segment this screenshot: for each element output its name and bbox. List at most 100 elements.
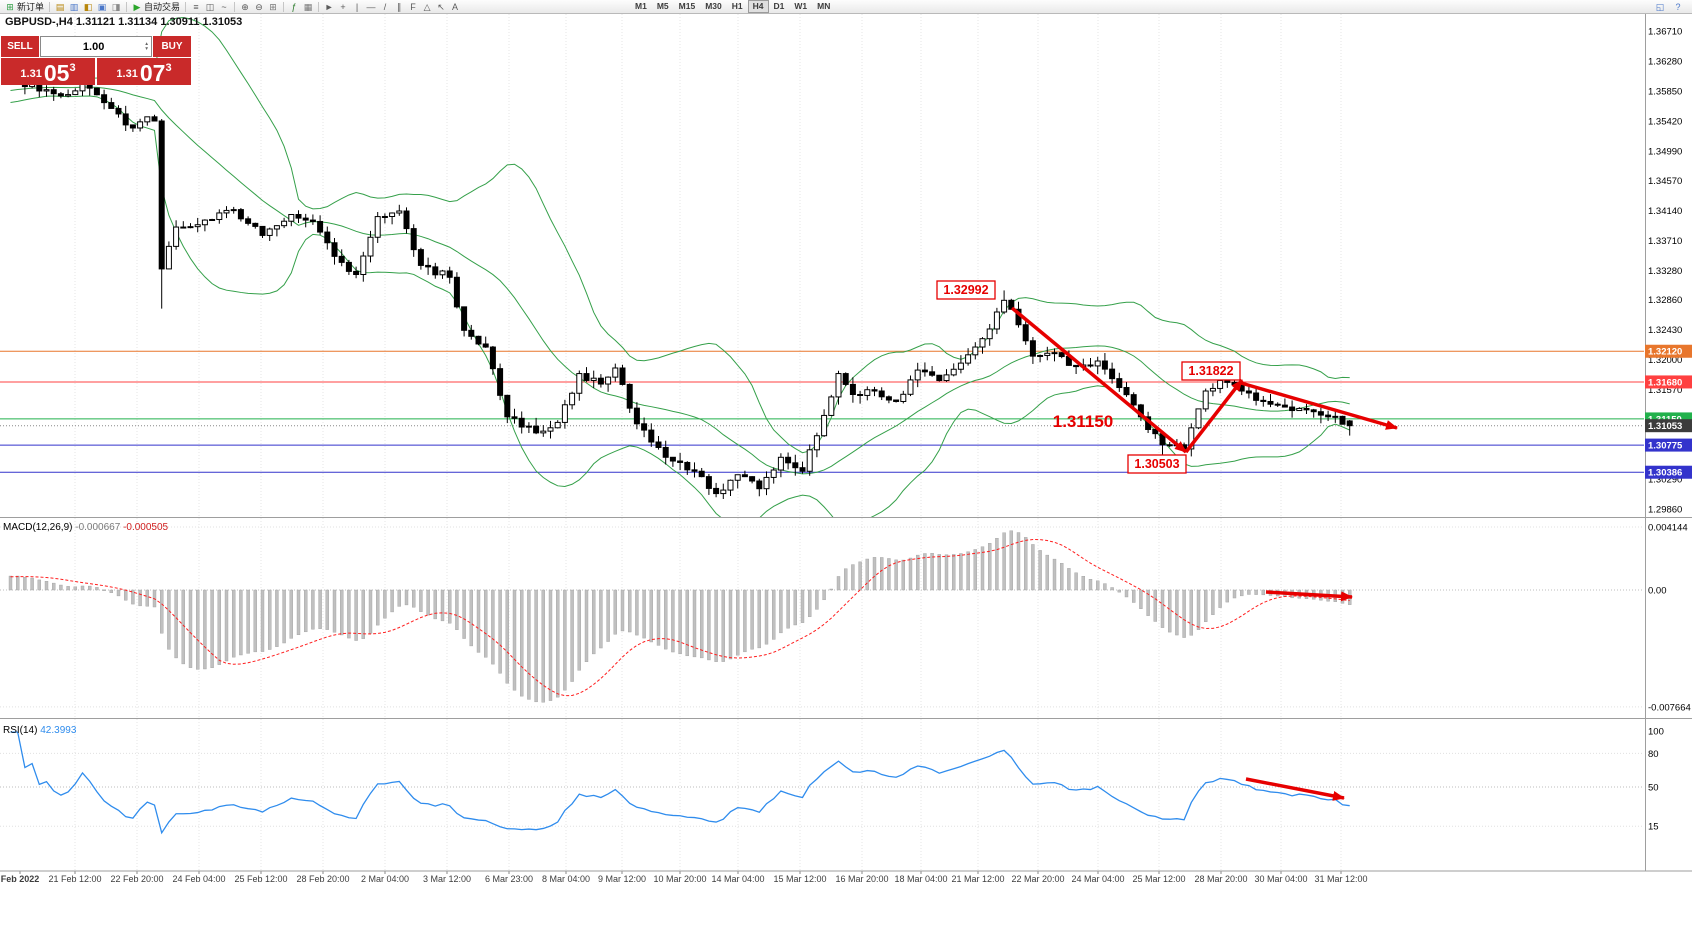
navigator-icon: ◧ bbox=[83, 1, 93, 12]
template-icon[interactable]: ▦ bbox=[301, 1, 315, 13]
zoom-out-icon: ⊖ bbox=[255, 1, 263, 12]
line-chart-icon[interactable]: ~ bbox=[217, 1, 231, 13]
vertical-line-icon[interactable]: | bbox=[350, 1, 364, 13]
text-label-icon[interactable]: A bbox=[448, 1, 462, 13]
annotations[interactable]: 1.32992 1.31822 1.30503 1.31150 bbox=[936, 280, 1398, 801]
macd-panel bbox=[0, 526, 1644, 708]
price-tag bbox=[1645, 419, 1692, 433]
sell-price-button[interactable]: 1.31 05 3 bbox=[1, 58, 95, 85]
volume-up-icon[interactable]: ▴ bbox=[145, 40, 148, 47]
time-label: 15 Mar 12:00 bbox=[773, 874, 826, 884]
svg-text:1.34570: 1.34570 bbox=[1648, 176, 1682, 187]
time-label: 2 Mar 04:00 bbox=[361, 874, 409, 884]
time-label: 22 Feb 20:00 bbox=[110, 874, 163, 884]
vertical-grid bbox=[19, 14, 1342, 874]
time-label: 16 Mar 20:00 bbox=[835, 874, 888, 884]
svg-text:1.30386: 1.30386 bbox=[1648, 468, 1682, 479]
svg-text:1.33280: 1.33280 bbox=[1648, 266, 1682, 277]
indicators-icon[interactable]: ƒ bbox=[287, 1, 301, 13]
price-annotation: 1.31822 bbox=[1188, 364, 1233, 378]
price-annotation: 1.32992 bbox=[943, 283, 988, 297]
volume-field[interactable]: 1.00 ▴ ▾ bbox=[40, 36, 152, 57]
svg-text:1.35850: 1.35850 bbox=[1648, 87, 1682, 98]
indicator-headers: MACD(12,26,9) -0.000667 -0.000505 RSI(14)… bbox=[3, 522, 169, 736]
timeframe-m15[interactable]: M15 bbox=[678, 1, 696, 11]
time-label: 22 Mar 20:00 bbox=[1011, 874, 1064, 884]
terminal-icon[interactable]: ▣ bbox=[95, 1, 109, 13]
timeframe-m1[interactable]: M1 bbox=[635, 1, 647, 11]
autotrade-button[interactable]: ▶ 自动交易 bbox=[130, 1, 182, 13]
cursor-icon[interactable]: ► bbox=[322, 1, 336, 13]
zoom-in-icon: ⊕ bbox=[241, 1, 249, 12]
timeframe-m30[interactable]: M30 bbox=[705, 1, 722, 11]
time-label: 3 Mar 12:00 bbox=[423, 874, 471, 884]
price-scale[interactable]: 1.36710 1.36280 1.35850 1.35420 1.34990 1.345… bbox=[1645, 27, 1692, 833]
new-order-button[interactable]: ⊞ 新订单 bbox=[3, 1, 46, 13]
sell-button[interactable]: SELL bbox=[1, 36, 39, 57]
volume-stepper[interactable]: ▴ ▾ bbox=[145, 40, 148, 52]
shapes-icon[interactable]: △ bbox=[420, 1, 434, 13]
strategy-tester-icon[interactable]: ◨ bbox=[109, 1, 123, 13]
chart-window-icon[interactable]: ◱ bbox=[1653, 1, 1667, 13]
toolbar-right: ◱? bbox=[1653, 1, 1689, 13]
trendline-icon[interactable]: / bbox=[378, 1, 392, 13]
horizontal-line-icon[interactable]: — bbox=[364, 1, 378, 13]
price-annotation: 1.30503 bbox=[1134, 457, 1179, 471]
timeframe-h4[interactable]: H4 bbox=[747, 0, 769, 13]
time-label: 28 Mar 20:00 bbox=[1194, 874, 1247, 884]
indicators-icon: ƒ bbox=[291, 1, 297, 12]
time-axis[interactable]: Feb 2022 21 Feb 12:00 22 Feb 20:00 24 Feb 0… bbox=[1, 874, 1368, 884]
zoom-out-icon[interactable]: ⊖ bbox=[252, 1, 266, 13]
trend-arrow bbox=[1010, 306, 1188, 454]
sell-price-small: 1.31 bbox=[20, 68, 42, 80]
candlestick-chart-icon[interactable]: ◫ bbox=[203, 1, 217, 13]
arrows-icon[interactable]: ↖ bbox=[434, 1, 448, 13]
volume-value: 1.00 bbox=[82, 40, 105, 53]
navigator-icon[interactable]: ◧ bbox=[81, 1, 95, 13]
sell-price-sup: 3 bbox=[69, 62, 76, 74]
data-window-icon[interactable]: ▥ bbox=[67, 1, 81, 13]
strategy-tester-icon: ◨ bbox=[111, 1, 121, 12]
main-pan​el bbox=[0, 17, 1644, 517]
line-chart-icon: ~ bbox=[221, 1, 227, 12]
channel-icon[interactable]: ∥ bbox=[392, 1, 406, 13]
crosshair-icon: + bbox=[340, 1, 346, 12]
time-label: 25 Feb 12:00 bbox=[234, 874, 287, 884]
rsi-line bbox=[10, 731, 1350, 835]
timeframe-m5[interactable]: M5 bbox=[656, 1, 669, 11]
zoom-in-icon[interactable]: ⊕ bbox=[238, 1, 252, 13]
svg-text:1.36280: 1.36280 bbox=[1648, 57, 1682, 68]
autotrade-button-icon: ▶ bbox=[133, 1, 141, 12]
bar-chart-icon[interactable]: ≡ bbox=[189, 1, 203, 13]
time-label: 25 Mar 12:00 bbox=[1132, 874, 1185, 884]
timeframe-w1[interactable]: W1 bbox=[794, 1, 808, 11]
svg-text:1.31570: 1.31570 bbox=[1648, 385, 1682, 396]
toolbar-separator bbox=[49, 1, 51, 12]
buy-price-big: 07 bbox=[139, 60, 166, 86]
help-icon: ? bbox=[1675, 1, 1681, 12]
svg-text:1.30775: 1.30775 bbox=[1648, 441, 1683, 452]
tile-windows-icon[interactable]: ⊞ bbox=[266, 1, 280, 13]
vertical-line-icon: | bbox=[355, 1, 359, 12]
fibonacci-icon[interactable]: F bbox=[406, 1, 420, 13]
crosshair-icon[interactable]: + bbox=[336, 1, 350, 13]
volume-down-icon[interactable]: ▾ bbox=[145, 45, 148, 52]
toolbar-separator bbox=[234, 1, 236, 12]
buy-price-button[interactable]: 1.31 07 3 bbox=[97, 58, 191, 85]
timeframe-h1[interactable]: H1 bbox=[731, 1, 743, 11]
rsi-header: RSI(14) 42.3993 bbox=[3, 725, 77, 736]
market-watch-icon[interactable]: ▤ bbox=[53, 1, 67, 13]
help-icon[interactable]: ? bbox=[1671, 1, 1685, 13]
chart-window-icon: ◱ bbox=[1655, 1, 1665, 12]
timeframe-mn[interactable]: MN bbox=[817, 1, 831, 11]
svg-text:80: 80 bbox=[1648, 749, 1659, 760]
time-label: 8 Mar 04:00 bbox=[542, 874, 590, 884]
svg-text:1.32860: 1.32860 bbox=[1648, 295, 1682, 306]
horizontal-lines[interactable] bbox=[0, 350, 1644, 473]
buy-price-small: 1.31 bbox=[116, 68, 138, 80]
timeframe-d1[interactable]: D1 bbox=[773, 1, 785, 11]
buy-button[interactable]: BUY bbox=[153, 36, 191, 57]
tile-windows-icon: ⊞ bbox=[269, 1, 277, 12]
shapes-icon: △ bbox=[423, 1, 431, 12]
